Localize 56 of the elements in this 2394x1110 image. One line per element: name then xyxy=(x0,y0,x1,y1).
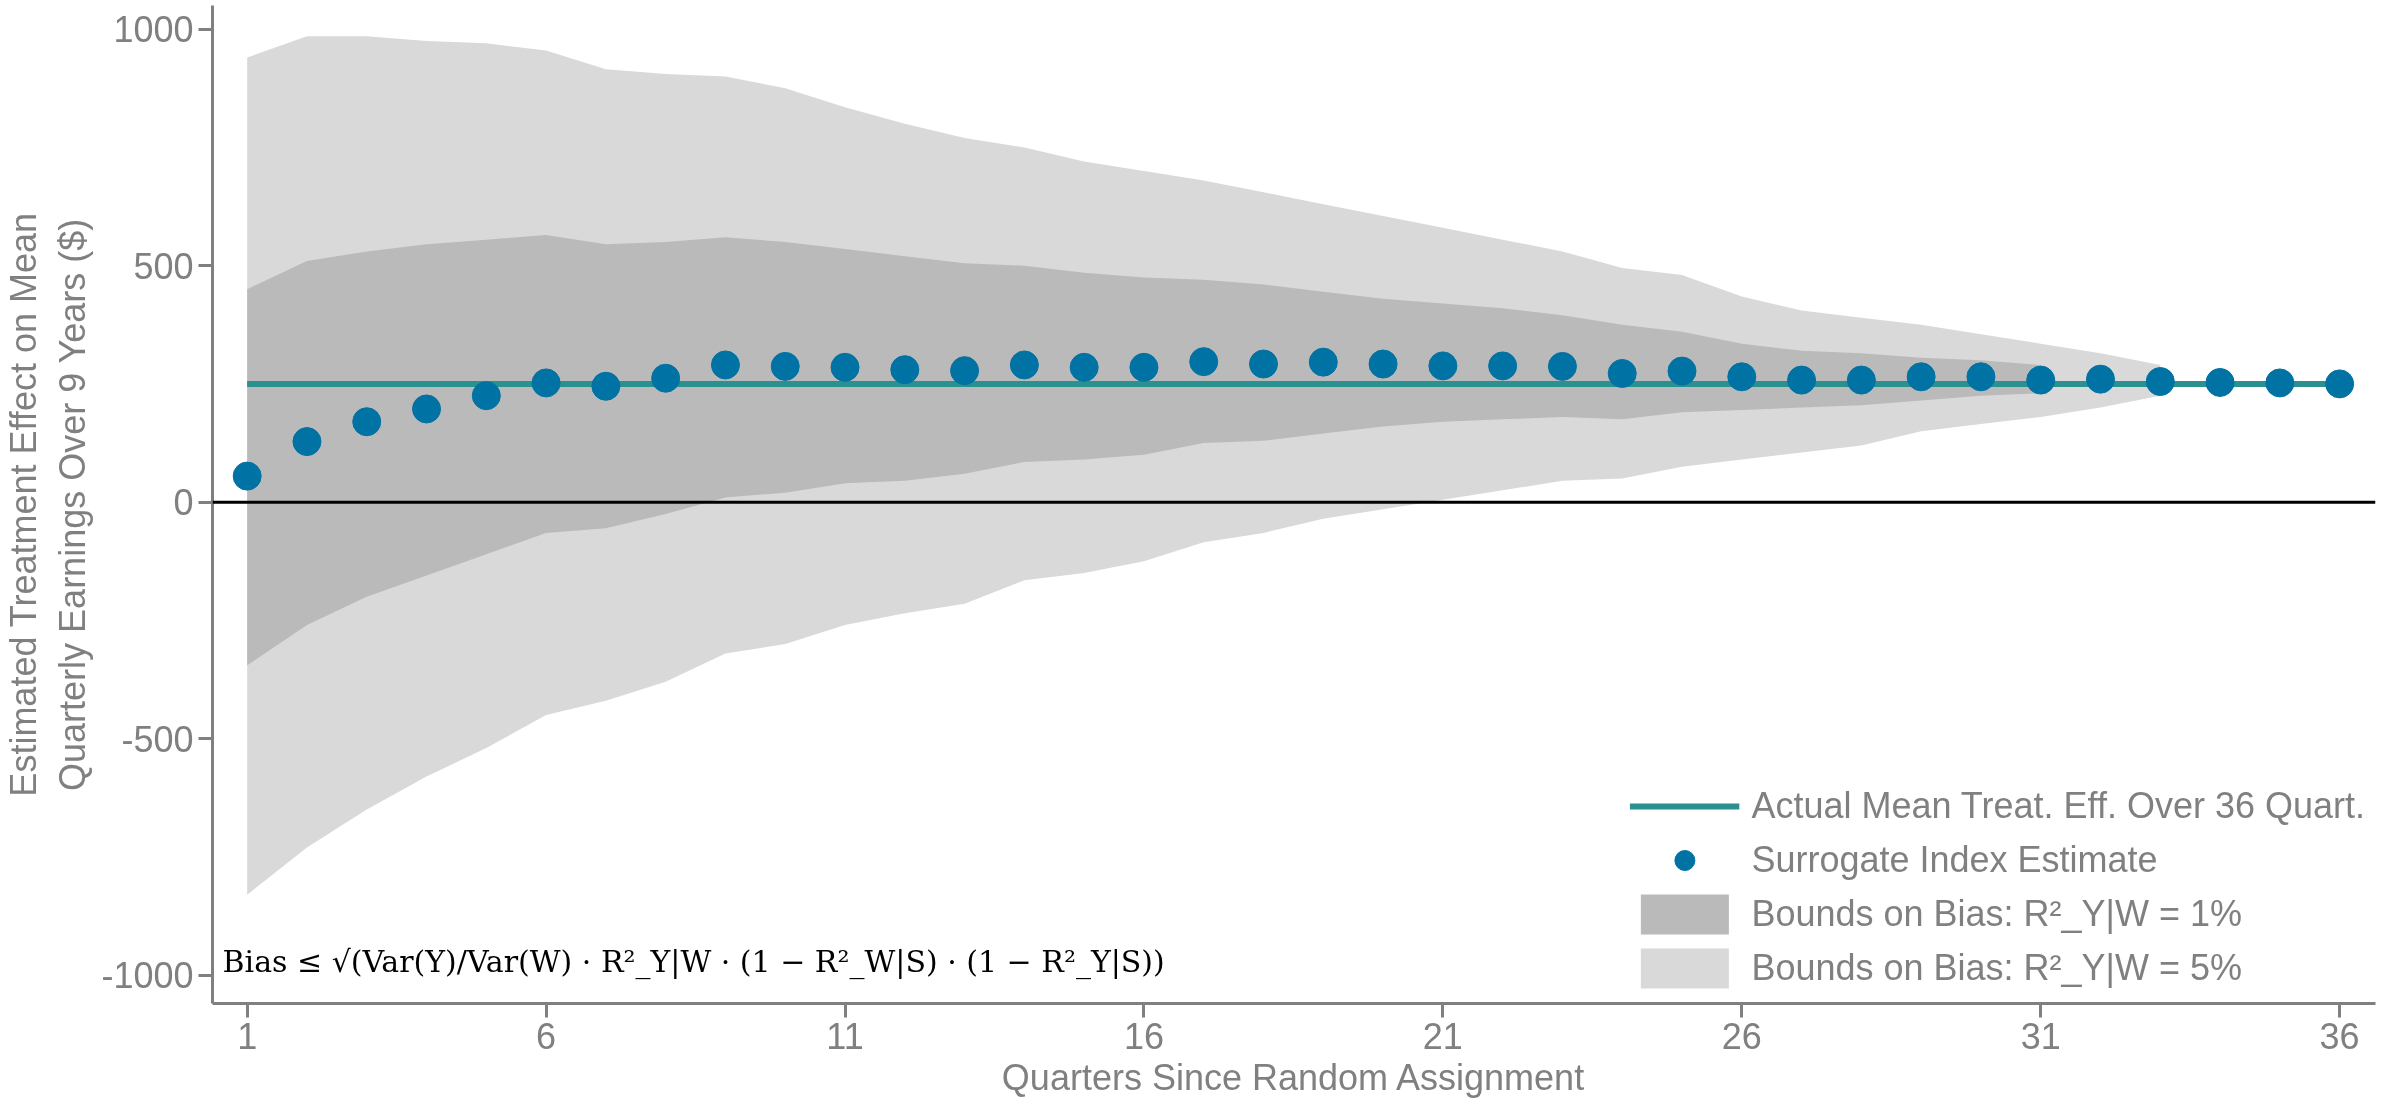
y-tick-label: -1000 xyxy=(101,955,194,997)
point xyxy=(412,394,442,424)
point xyxy=(2145,367,2175,396)
point xyxy=(2026,365,2056,395)
point xyxy=(710,350,740,380)
point xyxy=(1787,365,1817,395)
x-tick-label: 36 xyxy=(2319,1015,2360,1057)
point xyxy=(950,356,980,386)
point xyxy=(890,355,920,385)
point xyxy=(830,352,860,382)
point xyxy=(1189,347,1219,377)
point xyxy=(2085,364,2115,394)
point xyxy=(1129,352,1159,382)
point xyxy=(1727,362,1757,392)
y-tick-label: -500 xyxy=(121,718,194,760)
legend-label: Surrogate Index Estimate xyxy=(1751,839,2158,881)
point xyxy=(471,381,501,411)
point xyxy=(1368,349,1398,379)
point xyxy=(1547,351,1577,381)
y-tick-label: 1000 xyxy=(113,9,194,51)
point xyxy=(352,407,382,437)
point xyxy=(1846,365,1876,395)
point xyxy=(591,371,621,401)
point xyxy=(651,363,681,393)
point xyxy=(1906,362,1936,392)
x-tick-label: 6 xyxy=(536,1015,557,1057)
x-tick-label: 31 xyxy=(2020,1015,2061,1057)
point xyxy=(232,461,262,491)
point xyxy=(1607,359,1637,388)
point xyxy=(1667,356,1697,386)
point xyxy=(1488,351,1518,381)
point xyxy=(1966,362,1996,392)
x-axis-title: Quarters Since Random Assignment xyxy=(1001,1056,1585,1098)
point xyxy=(1308,347,1338,377)
x-tick-label: 1 xyxy=(237,1015,258,1057)
point xyxy=(1428,351,1458,381)
x-tick-label: 16 xyxy=(1123,1015,1164,1057)
point xyxy=(292,427,322,457)
point xyxy=(1249,349,1279,379)
point xyxy=(531,368,561,398)
point xyxy=(2265,368,2295,398)
legend-label: Bounds on Bias: R²_Y|W = 1% xyxy=(1751,893,2242,935)
annotation: Bias ≤ √(Var(Y)/Var(W) · R²_Y|W · (1 − R²_W|S) · (1 − R²_Y|S)) xyxy=(222,943,1165,980)
point xyxy=(1009,350,1039,380)
point xyxy=(770,351,800,381)
point xyxy=(1069,352,1099,382)
x-tick-label: 26 xyxy=(1721,1015,1762,1057)
point xyxy=(2205,368,2235,397)
legend-label: Actual Mean Treat. Eff. Over 36 Quart. xyxy=(1751,785,2365,827)
legend-label: Bounds on Bias: R²_Y|W = 5% xyxy=(1751,947,2242,989)
x-tick-label: 21 xyxy=(1422,1015,1463,1057)
y-tick-label: 500 xyxy=(133,245,194,287)
x-tick-label: 11 xyxy=(826,1015,864,1057)
y-tick-label: 0 xyxy=(173,482,194,524)
point xyxy=(2325,369,2355,399)
y-axis-title: Estimated Treatment Effect on Mean Quarterly Earnings Over 9 Years ($) xyxy=(3,213,94,797)
